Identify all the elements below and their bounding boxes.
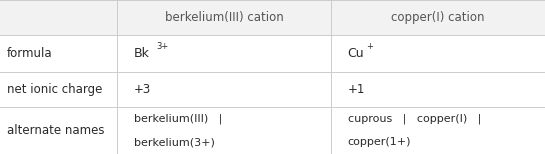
- Text: Cu: Cu: [348, 47, 365, 60]
- Text: net ionic charge: net ionic charge: [7, 83, 102, 96]
- Text: berkelium(3+): berkelium(3+): [134, 137, 214, 147]
- Text: copper(1+): copper(1+): [348, 137, 411, 147]
- Text: cuprous   |   copper(I)   |: cuprous | copper(I) |: [348, 114, 481, 124]
- Text: berkelium(III) cation: berkelium(III) cation: [165, 11, 283, 24]
- Text: alternate names: alternate names: [7, 124, 104, 137]
- Text: +3: +3: [134, 83, 151, 96]
- Text: 3+: 3+: [156, 42, 168, 51]
- Text: formula: formula: [7, 47, 52, 60]
- Bar: [0, 0, 545, 35]
- Text: berkelium(III)   |: berkelium(III) |: [134, 114, 222, 124]
- Text: +1: +1: [348, 83, 365, 96]
- Text: copper(I) cation: copper(I) cation: [391, 11, 485, 24]
- Text: Bk: Bk: [134, 47, 149, 60]
- Text: +: +: [366, 42, 373, 51]
